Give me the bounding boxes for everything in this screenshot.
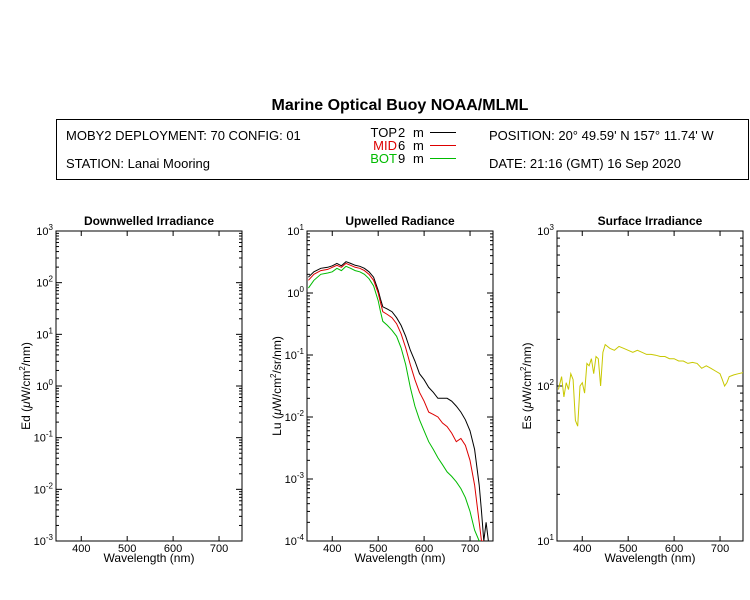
y-tick-label: 101 <box>287 223 304 238</box>
chart-3: Surface Irradiance 400 500 600 700 Wavelength… <box>519 214 744 565</box>
y-tick-label: 10-2 <box>34 481 54 496</box>
x-tick-label: 500 <box>619 543 637 555</box>
x-tick-label: 700 <box>461 543 479 555</box>
chart-1: Downwelled Irradiance 400 500 600 700 Wavelen… <box>18 214 243 565</box>
legend-bot-unit: m <box>413 151 424 166</box>
chart-title: Upwelled Radiance <box>345 214 455 228</box>
legend-bot-depth: 9 <box>398 151 406 166</box>
x-tick-label: 600 <box>164 543 182 555</box>
y-axis-label: Es (μW/cm2/nm) <box>519 342 534 429</box>
legend-top-line <box>430 132 456 133</box>
x-tick-label: 400 <box>573 543 591 555</box>
x-tick-label: 500 <box>369 543 387 555</box>
y-tick-label: 101 <box>36 326 53 341</box>
legend-bot-line <box>430 158 456 159</box>
y-tick-label: 100 <box>36 378 53 393</box>
x-tick-label: 700 <box>711 543 729 555</box>
x-tick-label: 500 <box>118 543 136 555</box>
legend-mid-unit: m <box>413 138 424 153</box>
chart-frame <box>306 230 494 542</box>
y-tick-label: 10-1 <box>34 430 54 445</box>
chart-2: Upwelled Radiance 400 500 600 700 Wavelength … <box>269 214 494 565</box>
y-axis-label: Lu (μW/cm2/sr/nm) <box>269 336 284 436</box>
y-tick-label: 101 <box>537 533 554 548</box>
y-tick-label: 100 <box>287 285 304 300</box>
x-axis-label: Wavelength (nm) <box>605 551 696 565</box>
chart-title: Downwelled Irradiance <box>84 214 214 228</box>
y-tick-label: 10-4 <box>285 533 305 548</box>
position-text: POSITION: 20° 49.59' N 157° 11.74' W <box>489 128 714 143</box>
deployment-text: MOBY2 DEPLOYMENT: 70 CONFIG: 01 <box>66 128 301 143</box>
series-top-line <box>308 261 489 541</box>
legend-top-unit: m <box>413 125 424 140</box>
series-es-line <box>557 343 743 427</box>
chart-frame <box>55 230 243 542</box>
x-tick-label: 600 <box>665 543 683 555</box>
x-tick-label: 400 <box>72 543 90 555</box>
x-tick-label: 700 <box>210 543 228 555</box>
y-tick-label: 10-2 <box>285 409 305 424</box>
y-tick-label: 102 <box>537 378 554 393</box>
y-tick-label: 102 <box>36 275 53 290</box>
station-text: STATION: Lanai Mooring <box>66 156 211 171</box>
y-tick-label: 10-3 <box>34 533 54 548</box>
legend-mid-line <box>430 145 456 146</box>
info-box: MOBY2 DEPLOYMENT: 70 CONFIG: 01 STATION:… <box>56 119 749 180</box>
legend-mid-name: MID <box>373 138 397 153</box>
x-axis-label: Wavelength (nm) <box>104 551 195 565</box>
y-tick-label: 10-1 <box>285 347 305 362</box>
legend-top-depth: 2 <box>398 125 406 140</box>
page-title: Marine Optical Buoy NOAA/MLML <box>271 97 529 114</box>
series-mid-line <box>308 262 484 541</box>
legend-top-name: TOP <box>370 125 398 140</box>
date-text: DATE: 21:16 (GMT) 16 Sep 2020 <box>489 156 681 171</box>
y-axis-label: Ed (μW/cm2/nm) <box>18 342 33 430</box>
y-tick-label: 103 <box>537 223 554 238</box>
y-tick-label: 103 <box>36 223 53 238</box>
x-tick-label: 600 <box>415 543 433 555</box>
x-axis-label: Wavelength (nm) <box>355 551 446 565</box>
chart-title: Surface Irradiance <box>598 214 703 228</box>
x-tick-label: 400 <box>323 543 341 555</box>
y-tick-label: 10-3 <box>285 471 305 486</box>
legend-mid-depth: 6 <box>398 138 406 153</box>
series-bot-line <box>307 265 480 541</box>
legend-bot-name: BOT <box>370 151 397 166</box>
